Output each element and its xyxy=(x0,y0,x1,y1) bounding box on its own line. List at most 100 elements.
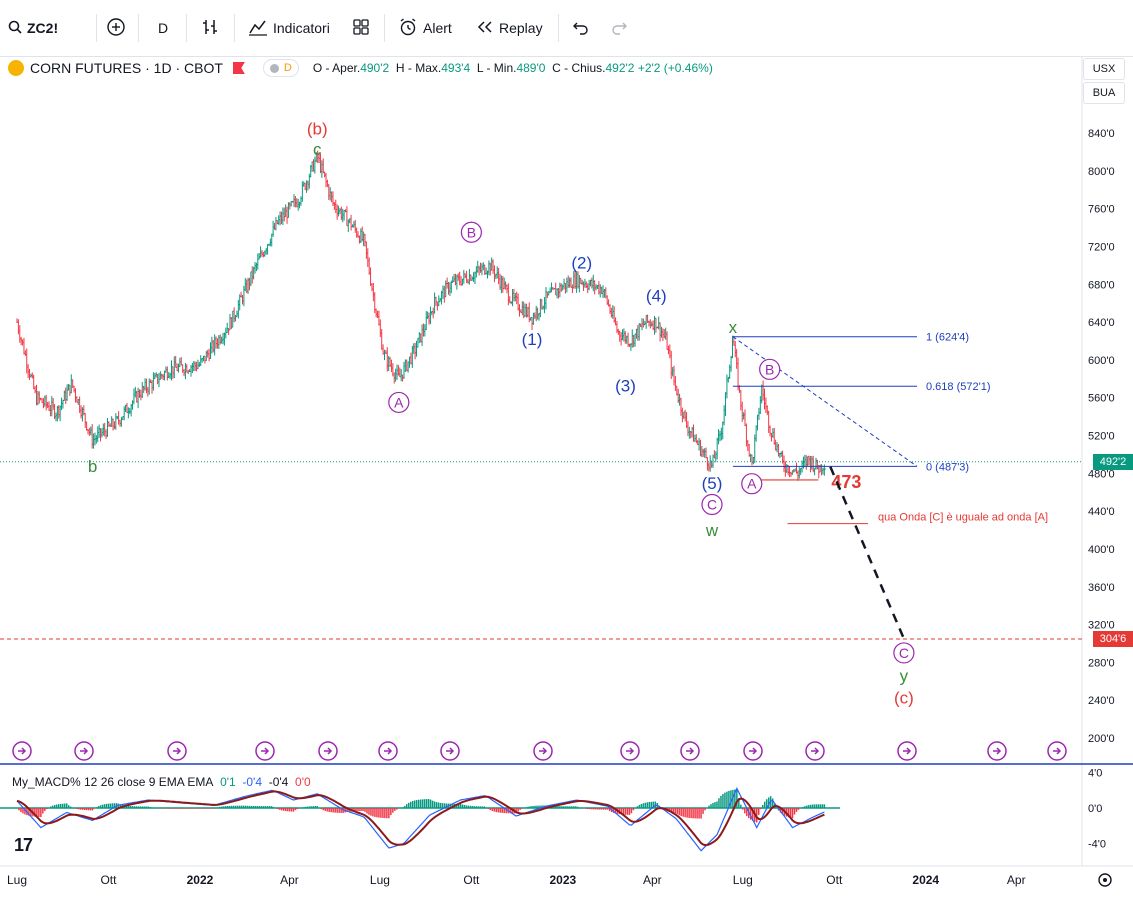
wave-label: B xyxy=(467,224,476,240)
event-marker[interactable] xyxy=(1047,741,1067,761)
toolbar-divider xyxy=(138,14,139,42)
macd-y-tick-label: -4'0 xyxy=(1088,839,1106,851)
event-marker[interactable] xyxy=(805,741,825,761)
wave-label: (3) xyxy=(615,376,636,395)
projection-line xyxy=(829,466,906,640)
event-marker[interactable] xyxy=(987,741,1007,761)
event-marker[interactable] xyxy=(440,741,460,761)
target-price-tag: 304'6 xyxy=(1093,630,1133,647)
x-tick-label: Apr xyxy=(280,873,299,887)
indicators-label: Indicatori xyxy=(273,20,330,36)
alarm-clock-icon xyxy=(398,17,418,40)
interval-label: D xyxy=(158,20,169,36)
flag-icon[interactable] xyxy=(232,62,245,74)
wave-label: A xyxy=(747,476,757,492)
wave-note: qua Onda [C] è uguale ad onda [A] xyxy=(878,512,1048,524)
toolbar-divider xyxy=(384,14,385,42)
event-marker[interactable] xyxy=(533,741,553,761)
event-marker[interactable] xyxy=(318,741,338,761)
y-tick-label: 840'0 xyxy=(1088,128,1115,140)
arrow-head-icon xyxy=(327,747,333,755)
unit-button[interactable]: BUA xyxy=(1083,82,1125,104)
change-value: +2'2 (+0.46%) xyxy=(637,61,713,75)
gear-center xyxy=(1103,878,1107,882)
toolbar-divider xyxy=(558,14,559,42)
symbol-label: ZC2! xyxy=(27,20,59,36)
y-tick-label: 360'0 xyxy=(1088,582,1115,594)
x-tick-label: Lug xyxy=(370,873,390,887)
event-marker[interactable] xyxy=(378,741,398,761)
event-marker[interactable] xyxy=(743,741,763,761)
settings-gear-icon[interactable] xyxy=(1098,873,1112,887)
wave-label: c xyxy=(313,140,322,159)
y-tick-label: 400'0 xyxy=(1088,544,1115,556)
wave-label: (5) xyxy=(702,474,723,493)
y-tick-label: 640'0 xyxy=(1088,317,1115,329)
search-icon xyxy=(8,20,22,37)
y-tick-label: 800'0 xyxy=(1088,166,1115,178)
badge-label: D xyxy=(283,62,292,74)
wave-label: y xyxy=(900,667,909,686)
x-tick-label: Apr xyxy=(643,873,662,887)
arrow-head-icon xyxy=(176,747,182,755)
symbol-search-button[interactable]: ZC2! xyxy=(8,16,58,40)
y-tick-label: 520'0 xyxy=(1088,431,1115,443)
arrow-head-icon xyxy=(21,747,27,755)
event-marker[interactable] xyxy=(620,741,640,761)
wave-label-circle xyxy=(759,358,781,380)
event-marker[interactable] xyxy=(680,741,700,761)
x-tick-label: Ott xyxy=(100,873,117,887)
tradingview-logo[interactable]: 17 xyxy=(14,835,33,855)
x-tick-label: 2022 xyxy=(187,873,214,887)
open-label: O - Aper. xyxy=(312,61,361,75)
event-marker[interactable] xyxy=(74,741,94,761)
ohlc-values: O - Aper.490'2 H - Max.493'4 L - Min.489… xyxy=(313,61,713,75)
compare-button[interactable] xyxy=(106,16,126,40)
toolbar-divider xyxy=(96,14,97,42)
wave-label-circle xyxy=(701,493,723,516)
event-marker[interactable] xyxy=(167,741,187,761)
wave-label-circle xyxy=(388,391,410,414)
toolbar-divider xyxy=(186,14,187,42)
corn-symbol-icon xyxy=(8,60,24,76)
y-tick-label: 240'0 xyxy=(1088,695,1115,707)
indicators-button[interactable]: Indicatori xyxy=(248,16,330,40)
undo-icon xyxy=(572,19,590,38)
close-label: C - Chius. xyxy=(552,61,606,75)
event-marker[interactable] xyxy=(897,741,917,761)
chart-title: CORN FUTURES · 1D · CBOT xyxy=(30,60,223,76)
layouts-button[interactable] xyxy=(352,16,370,40)
y-tick-label: 600'0 xyxy=(1088,355,1115,367)
event-marker[interactable] xyxy=(12,741,32,761)
wave-label-circle xyxy=(741,473,763,495)
x-tick-label: 2024 xyxy=(912,873,939,887)
y-tick-label: 480'0 xyxy=(1088,468,1115,480)
fibonacci-trendline xyxy=(732,336,918,467)
chart-type-button[interactable] xyxy=(200,16,220,40)
arrow-head-icon xyxy=(689,747,695,755)
wave-label: C xyxy=(707,497,717,513)
macd-legend: My_MACD% 12 26 close 9 EMA EMA 0'1 -0'4 … xyxy=(12,775,311,789)
event-marker[interactable] xyxy=(255,741,275,761)
fibonacci-label: 0.618 (572'1) xyxy=(926,381,990,393)
macd-signal-line xyxy=(16,790,825,847)
low-label: L - Min. xyxy=(476,61,517,75)
replay-label: Replay xyxy=(499,20,543,36)
status-dot-icon xyxy=(269,63,279,73)
undo-button[interactable] xyxy=(572,16,590,40)
rewind-icon xyxy=(476,20,494,37)
redo-button[interactable] xyxy=(610,16,628,40)
top-toolbar: ZC2! D Indicatori Alert R xyxy=(0,0,1133,57)
redo-icon xyxy=(610,19,628,38)
x-tick-label: Ott xyxy=(463,873,480,887)
replay-button[interactable]: Replay xyxy=(476,16,543,40)
x-tick-label: Apr xyxy=(1007,873,1026,887)
currency-button[interactable]: USX xyxy=(1083,58,1125,80)
grid-icon xyxy=(352,18,370,39)
interval-button[interactable]: D xyxy=(158,16,168,40)
high-label: H - Max. xyxy=(395,61,442,75)
alert-button[interactable]: Alert xyxy=(398,16,452,40)
wave-label: (2) xyxy=(571,254,592,273)
last-price-tag: 492'2 xyxy=(1093,453,1133,470)
